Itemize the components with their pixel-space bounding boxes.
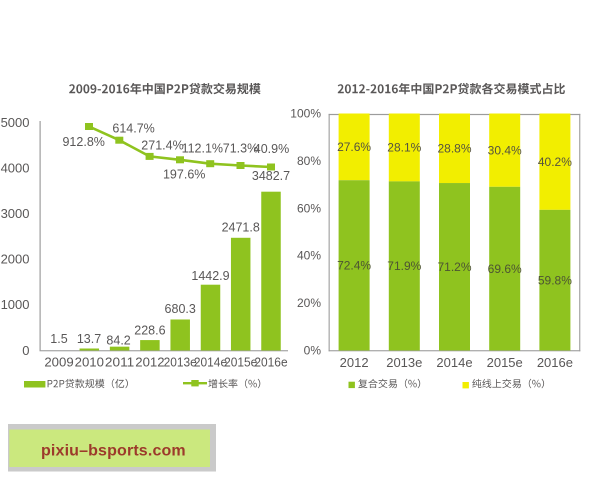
svg-text:4000: 4000	[1, 160, 30, 175]
svg-text:2009: 2009	[44, 355, 73, 370]
svg-text:112.1%: 112.1%	[182, 141, 223, 155]
svg-text:80%: 80%	[297, 154, 321, 168]
svg-text:0: 0	[22, 343, 29, 358]
svg-text:2000: 2000	[1, 252, 30, 267]
svg-text:71.3%: 71.3%	[223, 141, 258, 155]
svg-text:1442.9: 1442.9	[191, 269, 229, 283]
svg-text:228.6: 228.6	[134, 324, 165, 338]
svg-text:680.3: 680.3	[165, 302, 196, 316]
svg-text:2015e: 2015e	[487, 355, 523, 370]
svg-text:2010: 2010	[75, 355, 104, 370]
svg-text:2012: 2012	[340, 355, 369, 370]
svg-text:40.9%: 40.9%	[254, 142, 289, 156]
svg-text:197.6%: 197.6%	[163, 168, 205, 182]
svg-text:3000: 3000	[1, 206, 30, 221]
svg-text:2012: 2012	[135, 355, 164, 370]
svg-text:30.4%: 30.4%	[488, 144, 522, 158]
svg-text:3482.7: 3482.7	[252, 169, 290, 183]
svg-text:0%: 0%	[304, 344, 322, 358]
svg-text:69.6%: 69.6%	[488, 262, 522, 276]
svg-text:2013e: 2013e	[164, 355, 197, 370]
svg-text:71.9%: 71.9%	[387, 259, 421, 273]
svg-text:pixiu–bsports.com: pixiu–bsports.com	[41, 443, 186, 460]
svg-text:2014e: 2014e	[194, 355, 227, 370]
svg-text:100%: 100%	[290, 107, 321, 121]
svg-text:71.2%: 71.2%	[437, 260, 471, 274]
svg-text:60%: 60%	[297, 201, 321, 215]
svg-text:2011: 2011	[105, 355, 134, 370]
svg-text:27.6%: 27.6%	[337, 140, 371, 154]
svg-text:20%: 20%	[297, 296, 321, 310]
svg-text:28.1%: 28.1%	[387, 141, 421, 155]
svg-text:72.4%: 72.4%	[337, 259, 371, 273]
svg-text:2016e: 2016e	[537, 355, 573, 370]
svg-text:2013e: 2013e	[386, 355, 422, 370]
svg-text:59.8%: 59.8%	[538, 274, 572, 288]
svg-text:2015e: 2015e	[224, 355, 257, 370]
svg-text:84.2: 84.2	[106, 333, 130, 347]
svg-text:2014e: 2014e	[436, 355, 472, 370]
svg-text:1000: 1000	[1, 297, 30, 312]
svg-text:614.7%: 614.7%	[112, 122, 154, 136]
svg-text:1.5: 1.5	[50, 332, 67, 346]
svg-text:40.2%: 40.2%	[538, 155, 572, 169]
svg-text:40%: 40%	[297, 249, 321, 263]
svg-text:2471.8: 2471.8	[222, 220, 260, 234]
svg-text:5000: 5000	[1, 115, 30, 130]
svg-text:2016e: 2016e	[254, 355, 287, 370]
svg-text:912.8%: 912.8%	[62, 135, 104, 149]
svg-text:13.7: 13.7	[77, 332, 101, 346]
svg-text:28.8%: 28.8%	[437, 142, 471, 156]
svg-text:271.4%: 271.4%	[141, 138, 183, 152]
